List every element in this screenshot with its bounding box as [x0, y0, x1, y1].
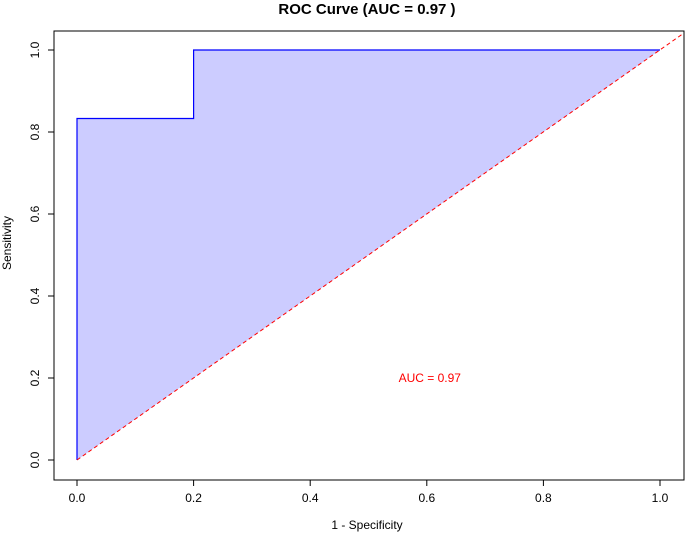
x-tick-label: 0.0 — [69, 491, 86, 505]
y-tick-label: 0.8 — [28, 123, 42, 140]
y-tick-label: 1.0 — [28, 41, 42, 58]
x-tick-label: 0.2 — [185, 491, 202, 505]
plot-area: 0.0 0.2 0.4 0.6 0.8 1.0 0.0 0.2 0.4 0.6 0.8 1.0 AUC … — [28, 30, 685, 505]
x-tick-label: 0.6 — [418, 491, 435, 505]
reference-diagonal-line — [76, 32, 685, 461]
x-axis-label: 1 - Specificity — [331, 518, 402, 532]
y-tick-label: 0.4 — [28, 287, 42, 304]
y-tick-label: 0.2 — [28, 369, 42, 386]
roc-curve-line — [76, 49, 660, 460]
auc-annotation: AUC = 0.97 — [399, 371, 462, 385]
y-tick-label: 0.0 — [28, 451, 42, 468]
x-tick-label: 0.4 — [302, 491, 319, 505]
x-tick-label: 1.0 — [652, 491, 669, 505]
y-tick-label: 0.6 — [28, 205, 42, 222]
chart-title: ROC Curve (AUC = 0.97 ) — [278, 1, 455, 18]
x-tick-label: 0.8 — [535, 491, 552, 505]
y-axis-label: Sensitivity — [0, 216, 14, 270]
